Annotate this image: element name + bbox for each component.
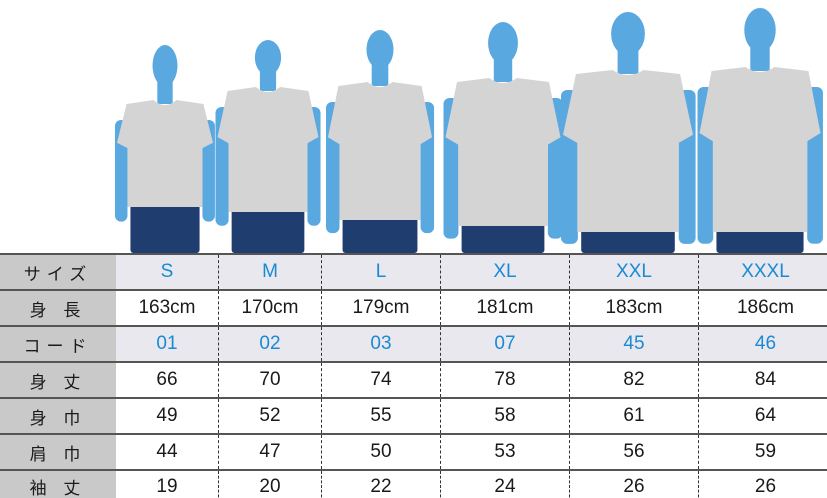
table-cell: 20	[218, 469, 322, 498]
table-row: 身 丈 66 70 74 78 82 84	[0, 361, 827, 398]
row-label: コード	[0, 325, 116, 362]
table-cell: 07	[440, 325, 570, 362]
table-cell: 44	[116, 433, 219, 470]
head	[254, 40, 282, 76]
table-cell: 55	[321, 397, 441, 434]
table-cell: XXL	[569, 253, 699, 290]
neck	[750, 46, 770, 71]
table-cell: M	[218, 253, 322, 290]
table-cell: 50	[321, 433, 441, 470]
row-label: 肩 巾	[0, 433, 116, 470]
table-cell: 179cm	[321, 289, 441, 326]
table-row: サイズ S M L XL XXL XXXL	[0, 253, 827, 290]
table-cell: 47	[218, 433, 322, 470]
jeans	[130, 202, 200, 253]
table-cell: 58	[440, 397, 570, 434]
table-cell: XXXL	[698, 253, 827, 290]
table-cell: 53	[440, 433, 570, 470]
table-cell: 49	[116, 397, 219, 434]
neck	[259, 69, 277, 91]
table-cell: 84	[698, 361, 827, 398]
table-cell: 74	[321, 361, 441, 398]
table-cell: 70	[218, 361, 322, 398]
row-label: 身 丈	[0, 361, 116, 398]
table-row: 肩 巾 44 47 50 53 56 59	[0, 433, 827, 470]
table-cell: 82	[569, 361, 699, 398]
table-cell: 59	[698, 433, 827, 470]
table-cell: 01	[116, 325, 219, 362]
table-cell: 183cm	[569, 289, 699, 326]
jeans	[581, 227, 675, 253]
table-cell: 64	[698, 397, 827, 434]
neck	[493, 58, 513, 82]
head	[366, 30, 394, 69]
head	[488, 22, 518, 64]
table-cell: 66	[116, 361, 219, 398]
table-cell: 24	[440, 469, 570, 498]
jeans	[716, 227, 804, 253]
row-label: 袖 丈	[0, 469, 116, 498]
table-cell: 22	[321, 469, 441, 498]
table-row: 身 長 163cm 170cm 179cm 181cm 183cm 186cm	[0, 289, 827, 326]
table-cell: 61	[569, 397, 699, 434]
head	[611, 12, 645, 56]
table-cell: 45	[569, 325, 699, 362]
table-cell: XL	[440, 253, 570, 290]
table-cell: 186cm	[698, 289, 827, 326]
table-cell: 163cm	[116, 289, 219, 326]
table-cell: 19	[116, 469, 219, 498]
t-shirt	[445, 78, 561, 226]
model-silhouettes	[115, 8, 823, 253]
jeans	[342, 215, 418, 253]
table-cell: 170cm	[218, 289, 322, 326]
table-cell: 46	[698, 325, 827, 362]
jeans	[461, 221, 545, 253]
neck	[371, 63, 389, 86]
table-cell: 26	[698, 469, 827, 498]
row-label: 身 巾	[0, 397, 116, 434]
table-cell: 78	[440, 361, 570, 398]
head	[744, 8, 776, 53]
table-cell: 52	[218, 397, 322, 434]
jeans	[231, 207, 305, 253]
table-cell: 56	[569, 433, 699, 470]
t-shirt	[699, 67, 821, 232]
row-label: サイズ	[0, 253, 116, 290]
t-shirt	[217, 87, 319, 212]
size-table: サイズ S M L XL XXL XXXL 身 長 163cm 170cm 179cm 181cm 18…	[0, 253, 827, 498]
neck	[157, 80, 173, 104]
neck	[617, 49, 639, 74]
table-row: コード 01 02 03 07 45 46	[0, 325, 827, 362]
table-cell: S	[116, 253, 219, 290]
t-shirt	[328, 82, 432, 220]
t-shirt	[563, 70, 693, 232]
table-row: 袖 丈 19 20 22 24 26 26	[0, 469, 827, 498]
table-cell: 03	[321, 325, 441, 362]
head	[152, 45, 178, 87]
table-cell: 26	[569, 469, 699, 498]
row-label: 身 長	[0, 289, 116, 326]
table-cell: L	[321, 253, 441, 290]
table-cell: 02	[218, 325, 322, 362]
table-cell: 181cm	[440, 289, 570, 326]
t-shirt	[117, 100, 213, 207]
table-row: 身 巾 49 52 55 58 61 64	[0, 397, 827, 434]
